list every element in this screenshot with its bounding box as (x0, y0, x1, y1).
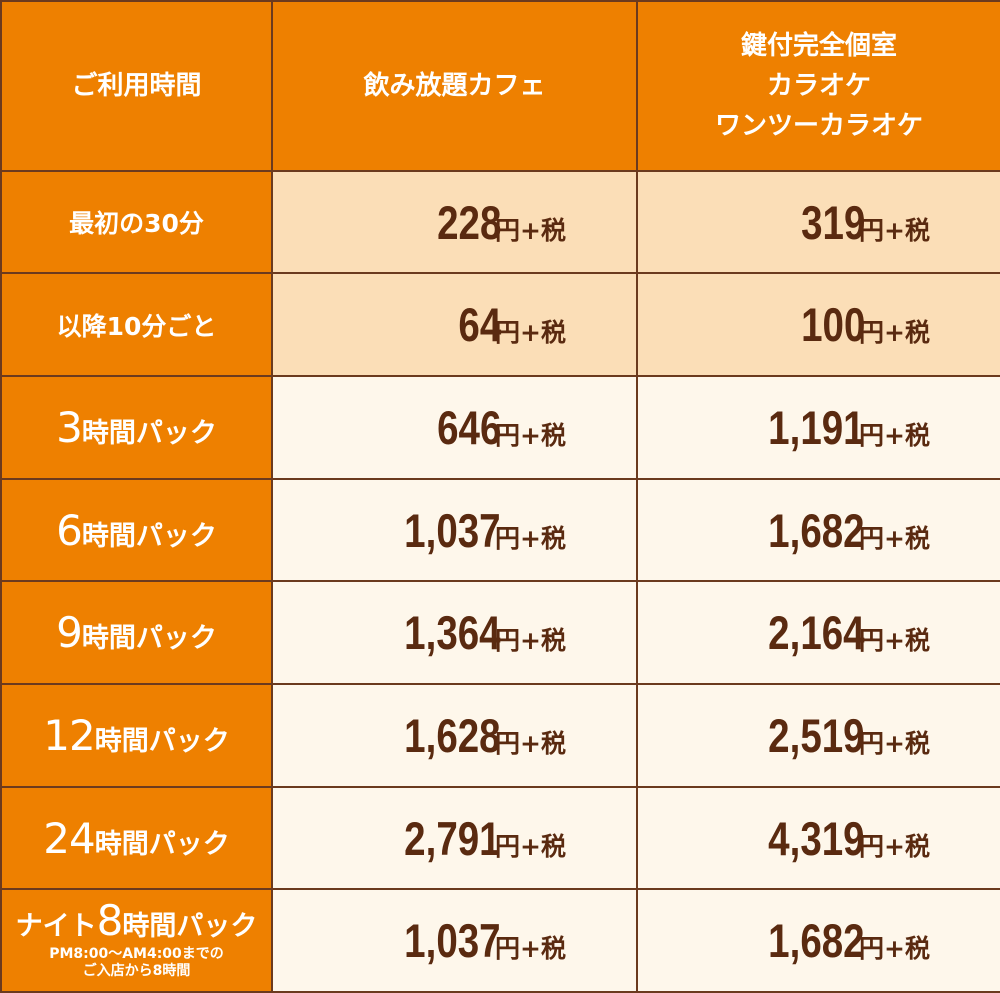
cafe-price-cell: 1,364円+税 (271, 580, 638, 685)
cafe-price: 64 (458, 298, 502, 351)
pack-suffix: 時間パック (81, 418, 217, 449)
price-unit: 円+税 (859, 215, 930, 245)
header-drink-bar-cafe: 飲み放題カフェ (271, 0, 638, 172)
pack-hours: 9 (56, 608, 83, 657)
pack-suffix: 時間パック (94, 726, 230, 757)
price-unit: 円+税 (495, 934, 566, 963)
pack-hours: 12 (43, 711, 95, 760)
price-unit: 円+税 (495, 318, 566, 347)
price-unit: 円+税 (495, 831, 566, 861)
karaoke-price: 2,519 (768, 709, 866, 762)
cafe-price: 1,364 (404, 606, 502, 659)
night-pack-note-2: ご入店から8時間 (82, 962, 191, 979)
price-unit: 円+税 (495, 421, 566, 450)
row-label: 24時間パック (0, 786, 273, 890)
row-label: 6時間パック (0, 478, 273, 582)
karaoke-price-cell: 1,682円+税 (636, 478, 1000, 582)
karaoke-price-cell: 2,519円+税 (636, 683, 1000, 788)
row-label: 9時間パック (0, 580, 273, 685)
table-row: 9時間パック 1,364円+税 2,164円+税 (0, 580, 1000, 685)
header-karaoke-line-1: 鍵付完全個室 (740, 31, 897, 61)
header-karaoke-line-3: ワンツーカラオケ (714, 111, 923, 141)
karaoke-price-cell: 1,191円+税 (636, 375, 1000, 480)
pack-hours: 8 (96, 895, 124, 945)
cafe-price-cell: 64円+税 (271, 272, 638, 377)
cafe-price-cell: 646円+税 (271, 375, 638, 480)
cafe-price: 1,628 (404, 709, 502, 762)
cafe-price: 1,037 (404, 503, 502, 557)
cafe-price-cell: 2,791円+税 (271, 786, 638, 890)
karaoke-price: 319 (800, 195, 866, 249)
price-unit: 円+税 (859, 729, 930, 758)
cafe-price: 2,791 (404, 811, 502, 865)
pack-suffix: 時間パック (94, 828, 230, 860)
row-label: ナイト8時間パック PM8:00～AM4:00までの ご入店から8時間 (0, 888, 273, 993)
price-unit: 円+税 (859, 626, 930, 655)
night-pack-note-1: PM8:00～AM4:00までの (49, 945, 224, 962)
karaoke-price: 2,164 (768, 606, 866, 659)
karaoke-price-cell: 2,164円+税 (636, 580, 1000, 685)
price-unit: 円+税 (859, 831, 930, 861)
karaoke-price: 1,682 (768, 503, 866, 557)
price-unit: 円+税 (859, 421, 930, 450)
row-label: 最初の30分 (0, 170, 273, 274)
header-usage-time: ご利用時間 (0, 0, 273, 172)
karaoke-price-cell: 100円+税 (636, 272, 1000, 377)
karaoke-price: 100 (800, 298, 866, 351)
karaoke-price-cell: 319円+税 (636, 170, 1000, 274)
pack-suffix: 時間パック (81, 520, 217, 552)
cafe-price: 646 (436, 401, 502, 454)
price-unit: 円+税 (495, 626, 566, 655)
pack-suffix: 時間パック (81, 623, 217, 654)
pack-hours: 6 (56, 505, 83, 555)
cafe-price-cell: 1,037円+税 (271, 888, 638, 993)
header-karaoke-line-2: カラオケ (766, 71, 871, 101)
price-unit: 円+税 (495, 215, 566, 245)
row-label-text: 以降10分ごと (56, 311, 217, 341)
price-unit: 円+税 (495, 729, 566, 758)
price-unit: 円+税 (859, 318, 930, 347)
table-row: 6時間パック 1,037円+税 1,682円+税 (0, 478, 1000, 582)
row-label-text: 最初の30分 (69, 209, 204, 238)
pack-hours: 3 (56, 403, 83, 452)
row-label: 12時間パック (0, 683, 273, 788)
price-unit: 円+税 (859, 523, 930, 553)
cafe-price-cell: 228円+税 (271, 170, 638, 274)
karaoke-price-cell: 4,319円+税 (636, 786, 1000, 890)
night-prefix: ナイト (15, 910, 97, 942)
cafe-price: 1,037 (404, 914, 502, 967)
karaoke-price: 4,319 (768, 811, 866, 865)
karaoke-price-cell: 1,682円+税 (636, 888, 1000, 993)
row-label: 以降10分ごと (0, 272, 273, 377)
cafe-price-cell: 1,037円+税 (271, 478, 638, 582)
table-row: 最初の30分 228円+税 319円+税 (0, 170, 1000, 274)
table-row: 24時間パック 2,791円+税 4,319円+税 (0, 786, 1000, 890)
price-unit: 円+税 (495, 523, 566, 553)
price-unit: 円+税 (859, 934, 930, 963)
night-pack-title: ナイト8時間パック (2, 899, 271, 946)
pack-hours: 24 (43, 813, 95, 863)
table-row: 3時間パック 646円+税 1,191円+税 (0, 375, 1000, 480)
row-label: 3時間パック (0, 375, 273, 480)
table-row: ナイト8時間パック PM8:00～AM4:00までの ご入店から8時間 1,03… (0, 888, 1000, 993)
table-row: 以降10分ごと 64円+税 100円+税 (0, 272, 1000, 377)
header-private-karaoke: 鍵付完全個室 カラオケ ワンツーカラオケ (636, 0, 1000, 172)
cafe-price-cell: 1,628円+税 (271, 683, 638, 788)
cafe-price: 228 (436, 195, 502, 249)
header-row: ご利用時間 飲み放題カフェ 鍵付完全個室 カラオケ ワンツーカラオケ (0, 0, 1000, 172)
karaoke-price: 1,191 (768, 401, 866, 454)
pack-suffix: 時間パック (122, 910, 258, 942)
table-row: 12時間パック 1,628円+税 2,519円+税 (0, 683, 1000, 788)
karaoke-price: 1,682 (768, 914, 866, 967)
